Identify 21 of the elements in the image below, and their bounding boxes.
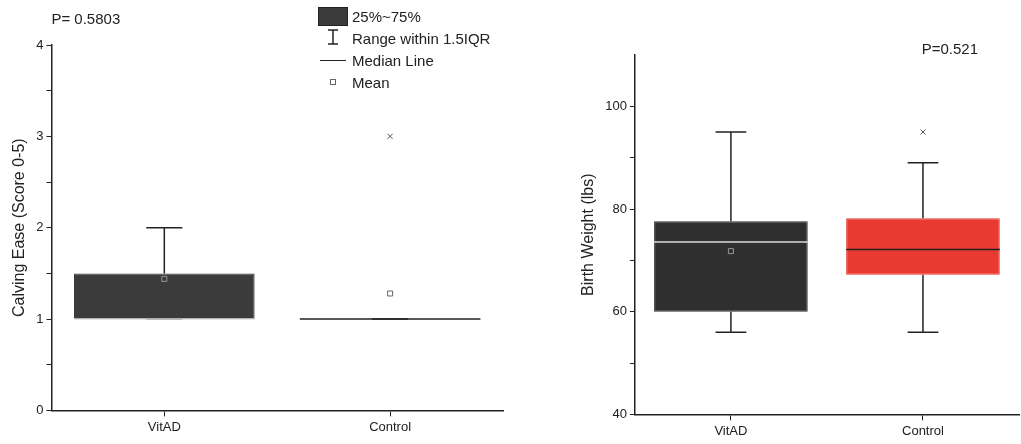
- x-tick-label: VitAD: [147, 418, 181, 434]
- annotation: Range within 1.5IQR: [352, 29, 491, 47]
- y-tick-label: 40: [612, 405, 627, 421]
- x-tick-label: VitAD: [714, 422, 748, 438]
- y-tick-label: 4: [36, 36, 44, 52]
- chart-title: P= 0.5803: [51, 10, 121, 28]
- y-tick-label: 2: [36, 219, 44, 235]
- y-tick-label: 80: [612, 200, 627, 216]
- y-axis-title: Birth Weight (lbs): [579, 173, 597, 296]
- y-tick-label: 3: [36, 127, 44, 143]
- y-axis-title: Calving Ease (Score 0-5): [10, 138, 28, 318]
- text: 25%~75%: [352, 7, 421, 25]
- chart-title: P=0.521: [921, 40, 979, 58]
- y-tick-label: 60: [612, 303, 627, 319]
- annotation: Mean: [352, 73, 390, 91]
- y-tick-label: 0: [36, 401, 44, 417]
- x-tick-label: Control: [369, 418, 412, 434]
- y-tick-label: 1: [36, 310, 44, 326]
- annotation: Median Line: [352, 51, 434, 69]
- x-tick-label: Control: [902, 422, 945, 438]
- y-tick-label: 100: [605, 97, 627, 113]
